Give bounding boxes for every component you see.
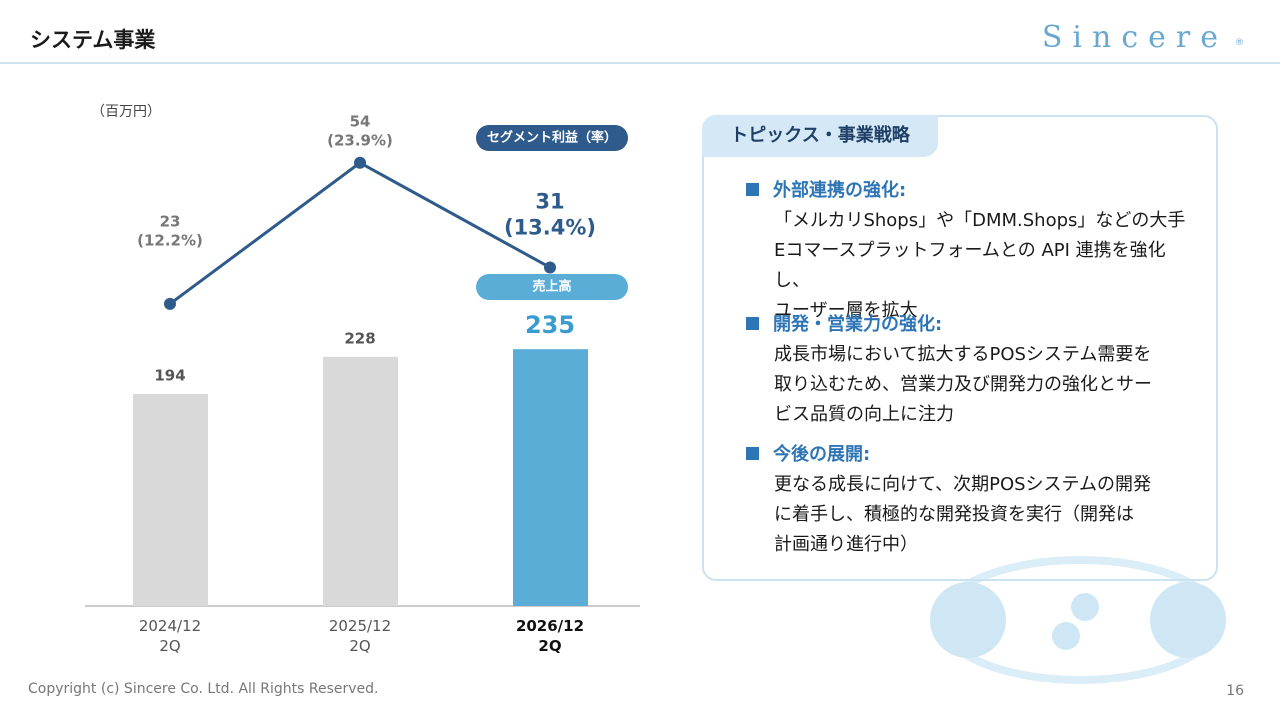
topic-line: 取り込むため、営業力及び開発力の強化とサー — [774, 374, 1152, 395]
topic-line: Eコマースプラットフォームとの API 連携を強化し、 — [774, 240, 1166, 291]
line-point — [354, 156, 366, 169]
line-value-label: 54 — [350, 112, 371, 130]
topic-line: 計画通り進行中） — [774, 534, 918, 555]
line-point — [164, 297, 176, 310]
line-rate-label: (23.9%) — [327, 131, 393, 149]
topic-heading: 今後の展開: — [746, 440, 1186, 470]
topics-panel — [702, 115, 1218, 581]
unit-label: （百万円） — [91, 104, 161, 120]
topic-line: に着手し、積極的な開発投資を実行（開発は — [774, 504, 1134, 525]
page-number: 16 — [1226, 683, 1244, 699]
topic-heading: 開発・営業力の強化: — [746, 310, 1186, 340]
line-rate-label: (13.4%) — [504, 215, 596, 239]
topic-line: 成長市場において拡大するPOSシステム需要を — [774, 344, 1152, 365]
x-tick-label: 2024/12 2Q — [138, 617, 202, 655]
legend-badge — [476, 125, 628, 151]
legend-label: 売上高 — [532, 279, 571, 295]
topic-item: 今後の展開: 更なる成長に向けて、次期POSシステムの開発 に着手し、積極的な開発投… — [746, 440, 1186, 560]
bar — [513, 349, 588, 606]
topic-line: 「メルカリShops」や「DMM.Shops」などの大手 — [774, 210, 1186, 231]
topic-line: ビス品質の向上に注力 — [774, 404, 954, 425]
bar — [133, 393, 208, 606]
line-value-label: 31 — [535, 189, 564, 213]
bar-value-label: 228 — [344, 329, 375, 347]
bar-value-label: 194 — [154, 366, 185, 384]
line-value-label: 23 — [160, 212, 181, 230]
copyright: Copyright (c) Sincere Co. Ltd. All Right… — [28, 681, 379, 697]
x-tick-label: 2026/12 2Q — [515, 617, 585, 655]
legend-badge — [476, 274, 628, 300]
topic-item: 開発・営業力の強化: 成長市場において拡大するPOSシステム需要を 取り込むため、営… — [746, 310, 1186, 430]
line-point — [544, 261, 556, 274]
x-tick-label: 2025/12 2Q — [328, 617, 392, 655]
bar — [323, 356, 398, 606]
slide-title: システム事業 — [30, 28, 156, 52]
header-rule — [0, 62, 1280, 64]
topic-heading: 外部連携の強化: — [746, 176, 1186, 206]
topic-item: 外部連携の強化: 「メルカリShops」や「DMM.Shops」などの大手 Eコマー… — [746, 176, 1186, 326]
legend-label: セグメント利益（率） — [487, 130, 617, 146]
decoration — [930, 556, 1226, 684]
logo-mark: ® — [1235, 38, 1244, 48]
logo: Sincere — [1041, 20, 1228, 55]
topics-title: トピックス・事業戦略 — [702, 115, 938, 157]
line-rate-label: (12.2%) — [137, 231, 203, 249]
topic-line: 更なる成長に向けて、次期POSシステムの開発 — [774, 474, 1152, 495]
bar-value-label: 235 — [525, 311, 575, 339]
